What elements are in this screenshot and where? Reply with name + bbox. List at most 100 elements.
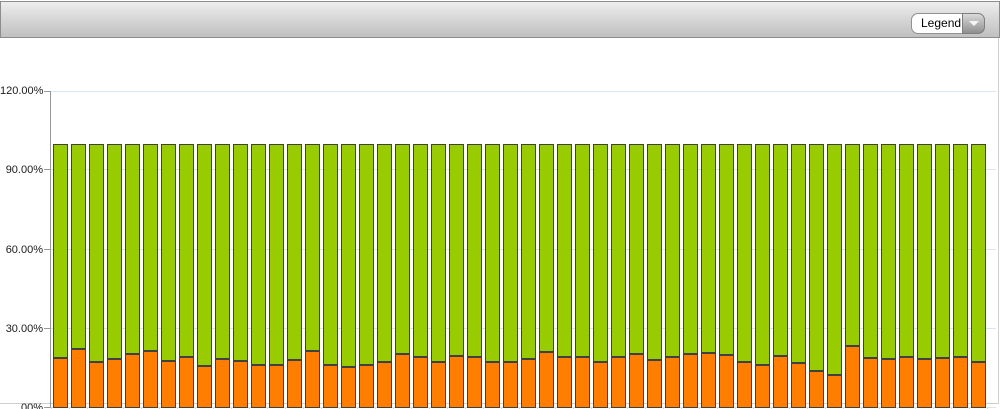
bar-segment-orange[interactable] xyxy=(827,374,842,408)
bar-segment-green[interactable] xyxy=(161,143,176,361)
bar-segment-orange[interactable] xyxy=(863,358,878,408)
bar-segment-orange[interactable] xyxy=(737,362,752,408)
bar-segment-green[interactable] xyxy=(449,143,464,356)
bar-segment-green[interactable] xyxy=(413,143,428,358)
bar-segment-orange[interactable] xyxy=(881,359,896,408)
bar-segment-orange[interactable] xyxy=(395,353,410,408)
bar-segment-orange[interactable] xyxy=(809,370,824,408)
bar-segment-green[interactable] xyxy=(845,143,860,347)
bar-segment-orange[interactable] xyxy=(233,360,248,408)
bar-segment-orange[interactable] xyxy=(143,350,158,408)
bar-segment-green[interactable] xyxy=(557,143,572,358)
bar-segment-orange[interactable] xyxy=(467,356,482,408)
bar-segment-green[interactable] xyxy=(773,143,788,356)
bar-segment-orange[interactable] xyxy=(773,355,788,408)
bar-segment-green[interactable] xyxy=(107,143,122,360)
bar-segment-green[interactable] xyxy=(359,143,374,366)
bar-segment-green[interactable] xyxy=(899,143,914,357)
bar-segment-green[interactable] xyxy=(521,143,536,360)
bar-segment-orange[interactable] xyxy=(449,355,464,408)
legend-field[interactable]: Legend xyxy=(911,13,962,34)
bar-segment-orange[interactable] xyxy=(539,352,554,408)
bar-segment-green[interactable] xyxy=(269,143,284,365)
bar-segment-green[interactable] xyxy=(791,143,806,364)
bar-segment-green[interactable] xyxy=(737,143,752,363)
bar-segment-green[interactable] xyxy=(485,143,500,362)
bar-segment-green[interactable] xyxy=(395,143,410,354)
bar-segment-orange[interactable] xyxy=(251,365,266,408)
bar-segment-orange[interactable] xyxy=(593,362,608,408)
bar-segment-orange[interactable] xyxy=(305,351,320,408)
bar-segment-orange[interactable] xyxy=(917,359,932,408)
bar-segment-green[interactable] xyxy=(431,143,446,363)
bar-segment-orange[interactable] xyxy=(197,365,212,408)
bar-segment-green[interactable] xyxy=(593,143,608,363)
bar-segment-orange[interactable] xyxy=(71,349,86,408)
bar-segment-green[interactable] xyxy=(611,143,626,357)
bar-segment-green[interactable] xyxy=(683,143,698,354)
bar-segment-orange[interactable] xyxy=(935,358,950,408)
bar-segment-orange[interactable] xyxy=(665,356,680,408)
bar-segment-orange[interactable] xyxy=(107,359,122,408)
bar-segment-orange[interactable] xyxy=(53,358,68,408)
bar-segment-green[interactable] xyxy=(251,143,266,366)
bar-segment-green[interactable] xyxy=(341,143,356,368)
bar-segment-green[interactable] xyxy=(827,143,842,375)
bar-segment-orange[interactable] xyxy=(431,362,446,408)
bar-segment-orange[interactable] xyxy=(161,360,176,408)
bar-segment-orange[interactable] xyxy=(971,361,986,408)
bar-segment-orange[interactable] xyxy=(629,353,644,408)
bar-segment-orange[interactable] xyxy=(269,364,284,408)
bar-segment-orange[interactable] xyxy=(413,357,428,408)
bar-segment-orange[interactable] xyxy=(647,359,662,408)
bar-segment-orange[interactable] xyxy=(125,354,140,408)
bar-segment-green[interactable] xyxy=(71,143,86,350)
bar-segment-green[interactable] xyxy=(215,143,230,359)
bar-segment-orange[interactable] xyxy=(575,357,590,408)
bar-segment-orange[interactable] xyxy=(719,354,734,408)
bar-segment-green[interactable] xyxy=(233,143,248,361)
bar-segment-green[interactable] xyxy=(755,143,770,365)
bar-segment-green[interactable] xyxy=(881,143,896,360)
bar-segment-green[interactable] xyxy=(89,143,104,363)
bar-segment-orange[interactable] xyxy=(89,362,104,408)
bar-segment-orange[interactable] xyxy=(791,363,806,408)
bar-segment-green[interactable] xyxy=(53,143,68,359)
bar-segment-orange[interactable] xyxy=(359,365,374,408)
bar-segment-green[interactable] xyxy=(125,143,140,355)
bar-segment-orange[interactable] xyxy=(953,357,968,408)
bar-segment-orange[interactable] xyxy=(323,364,338,408)
bar-segment-green[interactable] xyxy=(377,143,392,362)
bar-segment-green[interactable] xyxy=(647,143,662,360)
bar-segment-green[interactable] xyxy=(917,143,932,360)
bar-segment-green[interactable] xyxy=(503,143,518,363)
bar-segment-green[interactable] xyxy=(197,143,212,366)
bar-segment-green[interactable] xyxy=(863,143,878,359)
bar-segment-green[interactable] xyxy=(323,143,338,365)
bar-segment-green[interactable] xyxy=(971,143,986,362)
bar-segment-green[interactable] xyxy=(953,143,968,358)
bar-segment-orange[interactable] xyxy=(215,358,230,408)
bar-segment-green[interactable] xyxy=(809,143,824,371)
bar-segment-green[interactable] xyxy=(467,143,482,357)
bar-segment-green[interactable] xyxy=(629,143,644,354)
bar-segment-green[interactable] xyxy=(701,143,716,354)
bar-segment-orange[interactable] xyxy=(611,356,626,408)
legend-dropdown-button[interactable] xyxy=(962,13,985,34)
bar-segment-orange[interactable] xyxy=(341,367,356,408)
bar-segment-orange[interactable] xyxy=(503,362,518,408)
bar-segment-green[interactable] xyxy=(575,143,590,358)
bar-segment-orange[interactable] xyxy=(521,359,536,408)
bar-segment-green[interactable] xyxy=(665,143,680,357)
bar-segment-orange[interactable] xyxy=(557,357,572,408)
bar-segment-green[interactable] xyxy=(719,143,734,355)
bar-segment-green[interactable] xyxy=(935,143,950,359)
bar-segment-orange[interactable] xyxy=(377,361,392,408)
bar-segment-orange[interactable] xyxy=(899,356,914,408)
bar-segment-orange[interactable] xyxy=(683,353,698,408)
bar-segment-orange[interactable] xyxy=(755,364,770,408)
legend-dropdown[interactable]: Legend xyxy=(911,13,985,34)
bar-segment-green[interactable] xyxy=(287,143,302,360)
bar-segment-green[interactable] xyxy=(143,143,158,351)
bar-segment-green[interactable] xyxy=(539,143,554,353)
